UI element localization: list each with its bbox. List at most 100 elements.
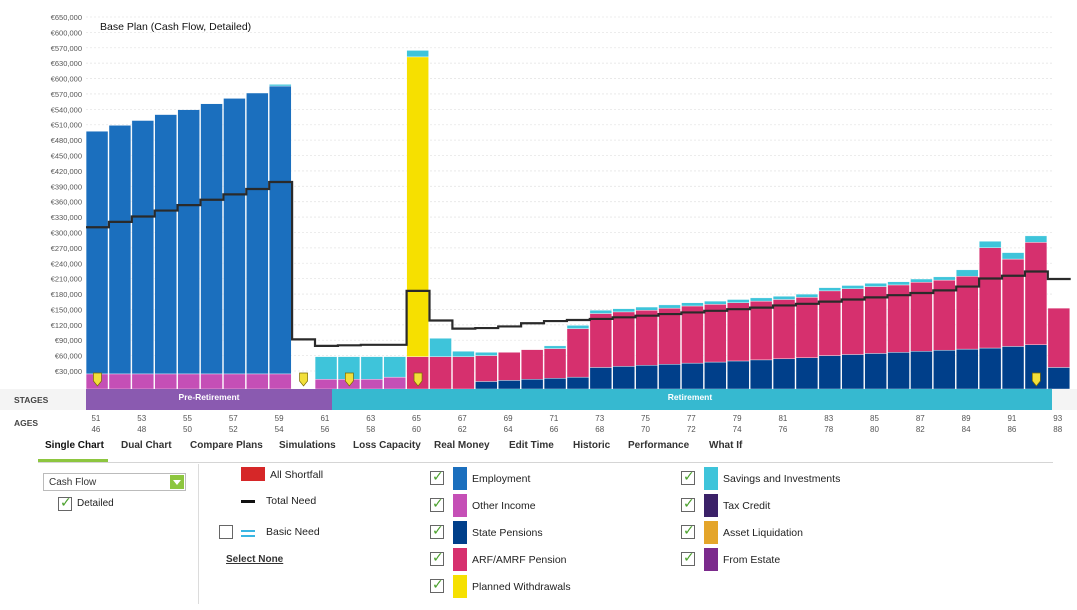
tab-single-chart[interactable]: Single Chart <box>45 440 104 451</box>
event-marker-icon <box>345 372 354 387</box>
age-tick-label-secondary: 86 <box>1007 425 1016 434</box>
asset-liquidation-checkbox[interactable]: ✓ <box>681 522 695 539</box>
age-tick-label: 53 <box>137 414 146 423</box>
other-income-checkbox[interactable]: ✓ <box>430 496 444 512</box>
pre-retirement-band <box>86 389 332 410</box>
age-tick-label-secondary: 68 <box>595 425 604 434</box>
employment-label: Employment <box>472 473 531 485</box>
y-tick-label: €600,000 <box>51 75 82 84</box>
bar-segment <box>360 379 383 390</box>
y-tick-label: €60,000 <box>55 352 82 361</box>
arf-pension-checkbox[interactable]: ✓ <box>430 550 444 566</box>
state-pensions-checkbox[interactable]: ✓ <box>430 523 444 539</box>
age-tick-label-secondary: 54 <box>275 425 284 434</box>
bar-segment <box>727 302 750 362</box>
savings-label: Savings and Investments <box>723 473 841 485</box>
bar-segment <box>818 355 842 390</box>
y-tick-label: €390,000 <box>51 182 82 191</box>
tab-edit-time[interactable]: Edit Time <box>509 440 554 451</box>
bar-segment <box>1001 258 1025 347</box>
tab-compare-plans[interactable]: Compare Plans <box>190 440 263 451</box>
bar-segment <box>612 308 635 313</box>
savings-checkbox[interactable]: ✓ <box>681 469 695 485</box>
y-tick-label: €570,000 <box>51 44 82 53</box>
bar-segment <box>269 84 292 87</box>
bar-segment <box>681 305 704 364</box>
age-tick-label-secondary: 46 <box>91 425 100 434</box>
state-pensions-swatch <box>453 521 467 544</box>
tab-simulations[interactable]: Simulations <box>279 440 336 451</box>
tax-credit-checkbox[interactable]: ✓ <box>681 496 695 512</box>
planned-withdrawals-checkbox[interactable]: ✓ <box>430 577 444 593</box>
age-tick-label-secondary: 52 <box>229 425 238 434</box>
tab-performance[interactable]: Performance <box>628 440 690 451</box>
tab-what-if[interactable]: What If <box>709 440 743 451</box>
basic-need-label: Basic Need <box>266 526 320 538</box>
bar-segment <box>750 297 773 302</box>
retirement-band <box>332 389 1052 410</box>
chart-type-value: Cash Flow <box>49 477 97 488</box>
chevron-down-icon[interactable] <box>170 475 184 489</box>
age-tick-label: 89 <box>962 414 971 423</box>
bar-segment <box>841 354 864 390</box>
age-tick-label: 69 <box>504 414 513 423</box>
ages-label: AGES <box>14 418 38 428</box>
check-icon: ✓ <box>432 468 444 484</box>
asset-liquidation-label: Asset Liquidation <box>723 527 803 539</box>
tax-credit-swatch <box>704 494 718 517</box>
age-tick-label-secondary: 64 <box>504 425 513 434</box>
bar-segment <box>521 349 544 380</box>
bar-segment <box>475 352 498 356</box>
y-tick-label: €540,000 <box>51 105 82 114</box>
bar-segment <box>772 296 796 300</box>
bar-segment <box>314 379 338 390</box>
savings-swatch <box>704 467 718 490</box>
bar-segment <box>841 285 864 289</box>
chart-type-select[interactable]: Cash Flow <box>43 473 186 491</box>
arf-pension-label: ARF/AMRF Pension <box>472 554 567 566</box>
event-marker-icon <box>299 372 308 387</box>
bar-segment <box>956 269 979 277</box>
y-tick-label: €510,000 <box>51 121 82 130</box>
bar-segment <box>589 310 613 314</box>
select-none-link[interactable]: Select None <box>226 554 284 565</box>
y-tick-label: €650,000 <box>51 13 82 22</box>
bar-segment <box>818 287 842 292</box>
bar-segment <box>543 345 567 349</box>
bar-segment <box>131 373 154 390</box>
bar-segment <box>566 328 590 378</box>
y-tick-label: €300,000 <box>51 228 82 237</box>
check-icon: ✓ <box>683 549 695 565</box>
age-tick-label-secondary: 72 <box>687 425 696 434</box>
bar-segment <box>635 365 658 390</box>
retirement-label: Retirement <box>668 392 713 402</box>
tab-loss-capacity[interactable]: Loss Capacity <box>353 440 421 451</box>
tab-historic[interactable]: Historic <box>573 440 611 451</box>
bar-segment <box>704 300 727 305</box>
detailed-checkbox[interactable]: ✓ <box>58 495 72 511</box>
bar-segment <box>521 379 544 390</box>
tab-dual-chart[interactable]: Dual Chart <box>121 440 172 451</box>
y-tick-label: €480,000 <box>51 136 82 145</box>
from-estate-checkbox[interactable]: ✓ <box>681 549 695 566</box>
bar-segment <box>223 373 246 390</box>
bar-segment <box>383 376 406 390</box>
age-tick-label: 79 <box>733 414 742 423</box>
bar-segment <box>979 347 1002 390</box>
bar-segment <box>1047 307 1071 368</box>
bar-segment <box>933 349 956 390</box>
total-need-line <box>86 180 1071 347</box>
basic-need-checkbox[interactable] <box>219 525 233 539</box>
age-tick-label: 63 <box>366 414 375 423</box>
bar-segment <box>200 373 223 390</box>
bar-segment <box>795 293 819 298</box>
tab-real-money[interactable]: Real Money <box>434 440 490 451</box>
bar-segment <box>154 373 177 390</box>
bar-segment <box>887 352 910 390</box>
bar-segment <box>681 302 704 307</box>
bar-segment <box>108 125 132 375</box>
employment-swatch <box>453 467 467 490</box>
check-icon: ✓ <box>683 522 695 538</box>
employment-checkbox[interactable]: ✓ <box>430 468 444 485</box>
y-tick-label: €180,000 <box>51 290 82 299</box>
